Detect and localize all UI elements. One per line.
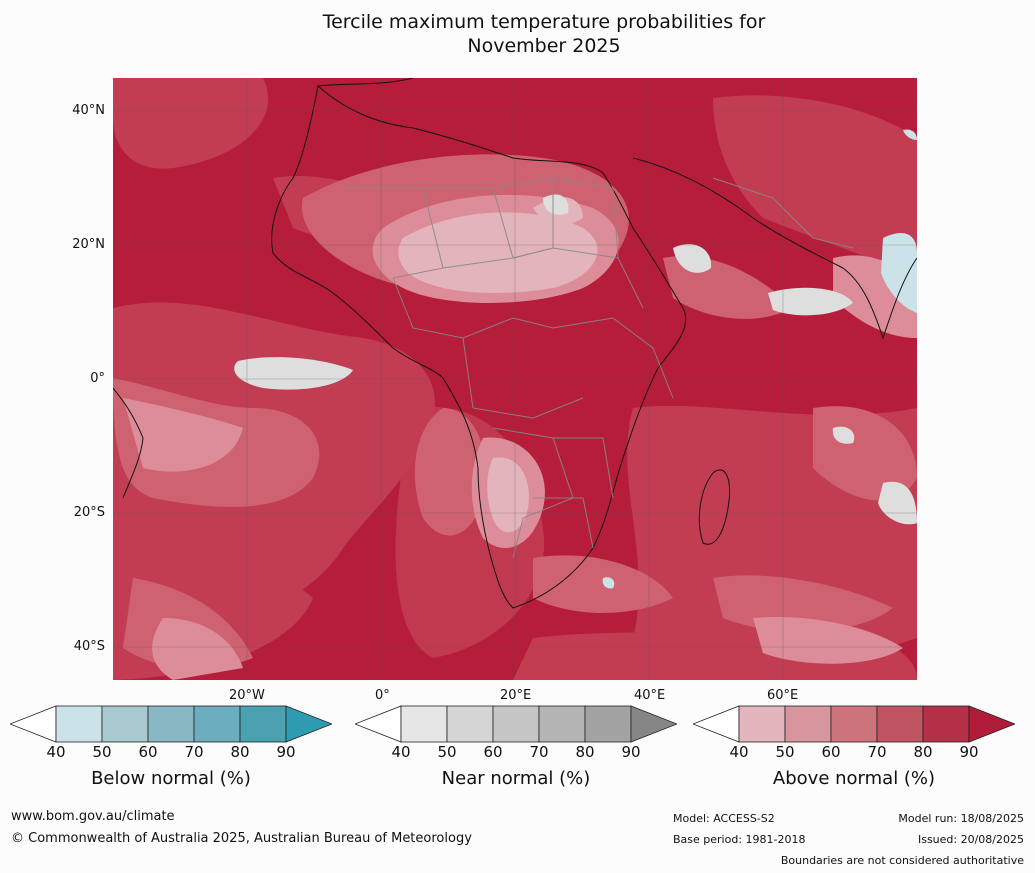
above-normal-title: Above normal (%) (772, 768, 936, 789)
above-50-region (398, 197, 598, 533)
colorbar-tick-label: 80 (575, 743, 595, 761)
below-normal-colorbar (10, 705, 332, 743)
colorbar-segment (584, 705, 632, 743)
colorbar-tick-label: 90 (276, 743, 296, 761)
base-period: Base period: 1981-2018 (673, 833, 806, 846)
colorbar-tick-label: 40 (46, 743, 66, 761)
colorbar-tick-label: 40 (391, 743, 411, 761)
colorbar-tick-label: 50 (92, 743, 112, 761)
near-normal-region (234, 194, 917, 525)
colorbar-tick-label: 50 (775, 743, 795, 761)
colorbar-tick-label: 80 (230, 743, 250, 761)
lon-label-20w: 20°W (229, 688, 265, 703)
colorbar-under-triangle (355, 705, 402, 743)
colorbar-segment (538, 705, 586, 743)
lat-label-40s: 40°S (73, 639, 105, 654)
country-boundaries (343, 177, 854, 559)
title-line-2: November 2025 (467, 35, 621, 57)
model-run-date: Model run: 18/08/2025 (898, 812, 1024, 825)
below-normal-region (602, 129, 917, 589)
boundaries-disclaimer: Boundaries are not considered authoritat… (780, 854, 1024, 867)
near-normal-colorbar (355, 705, 677, 743)
colorbar-tick-label: 40 (729, 743, 749, 761)
colorbar-segment (922, 705, 970, 743)
lon-label-60e: 60°E (767, 688, 799, 703)
colorbar-tick-label: 60 (138, 743, 158, 761)
lon-label-0: 0° (375, 688, 390, 703)
colorbar-tick-label: 90 (959, 743, 979, 761)
colorbar-segment (147, 705, 195, 743)
colorbar-over-triangle (285, 705, 332, 743)
lat-label-40n: 40°N (72, 103, 105, 118)
lon-label-40e: 40°E (634, 688, 666, 703)
colorbar-tick-label: 90 (621, 743, 641, 761)
colorbar-segment (446, 705, 494, 743)
issued-date: Issued: 20/08/2025 (917, 833, 1024, 846)
colorbar-tick-label: 60 (821, 743, 841, 761)
copyright-text: © Commonwealth of Australia 2025, Austra… (11, 831, 472, 846)
above-normal-colorbar (693, 705, 1015, 743)
colorbar-segment (738, 705, 786, 743)
chart-title: Tercile maximum temperature probabilitie… (244, 10, 844, 58)
colorbar-tick-label: 70 (529, 743, 549, 761)
lat-label-20s: 20°S (73, 505, 105, 520)
colorbar-segment (101, 705, 149, 743)
lat-label-20n: 20°N (72, 237, 105, 252)
below-normal-title: Below normal (%) (91, 768, 251, 789)
coastlines (113, 78, 917, 609)
colorbar-tick-label: 50 (437, 743, 457, 761)
colorbar-segment (55, 705, 103, 743)
colorbar-segment (830, 705, 878, 743)
lat-label-0: 0° (90, 371, 105, 386)
colorbar-over-triangle (630, 705, 677, 743)
near-normal-title: Near normal (%) (441, 768, 591, 789)
colorbar-tick-label: 70 (867, 743, 887, 761)
colorbar-tick-label: 60 (483, 743, 503, 761)
colorbar-segment (400, 705, 448, 743)
colorbar-segment (876, 705, 924, 743)
map-canvas (113, 78, 917, 680)
colorbar-tick-label: 70 (184, 743, 204, 761)
colorbar-over-triangle (968, 705, 1015, 743)
model-name: Model: ACCESS-S2 (673, 812, 775, 825)
graticule (113, 78, 917, 680)
title-line-1: Tercile maximum temperature probabilitie… (322, 11, 766, 33)
colorbar-segment (193, 705, 241, 743)
colorbar-under-triangle (693, 705, 740, 743)
website-link[interactable]: www.bom.gov.au/climate (11, 809, 175, 824)
colorbar-segment (784, 705, 832, 743)
colorbar-tick-label: 80 (913, 743, 933, 761)
lon-label-20e: 20°E (500, 688, 532, 703)
colorbar-under-triangle (10, 705, 57, 743)
colorbar-segment (239, 705, 287, 743)
colorbar-segment (492, 705, 540, 743)
probability-map (113, 78, 917, 680)
